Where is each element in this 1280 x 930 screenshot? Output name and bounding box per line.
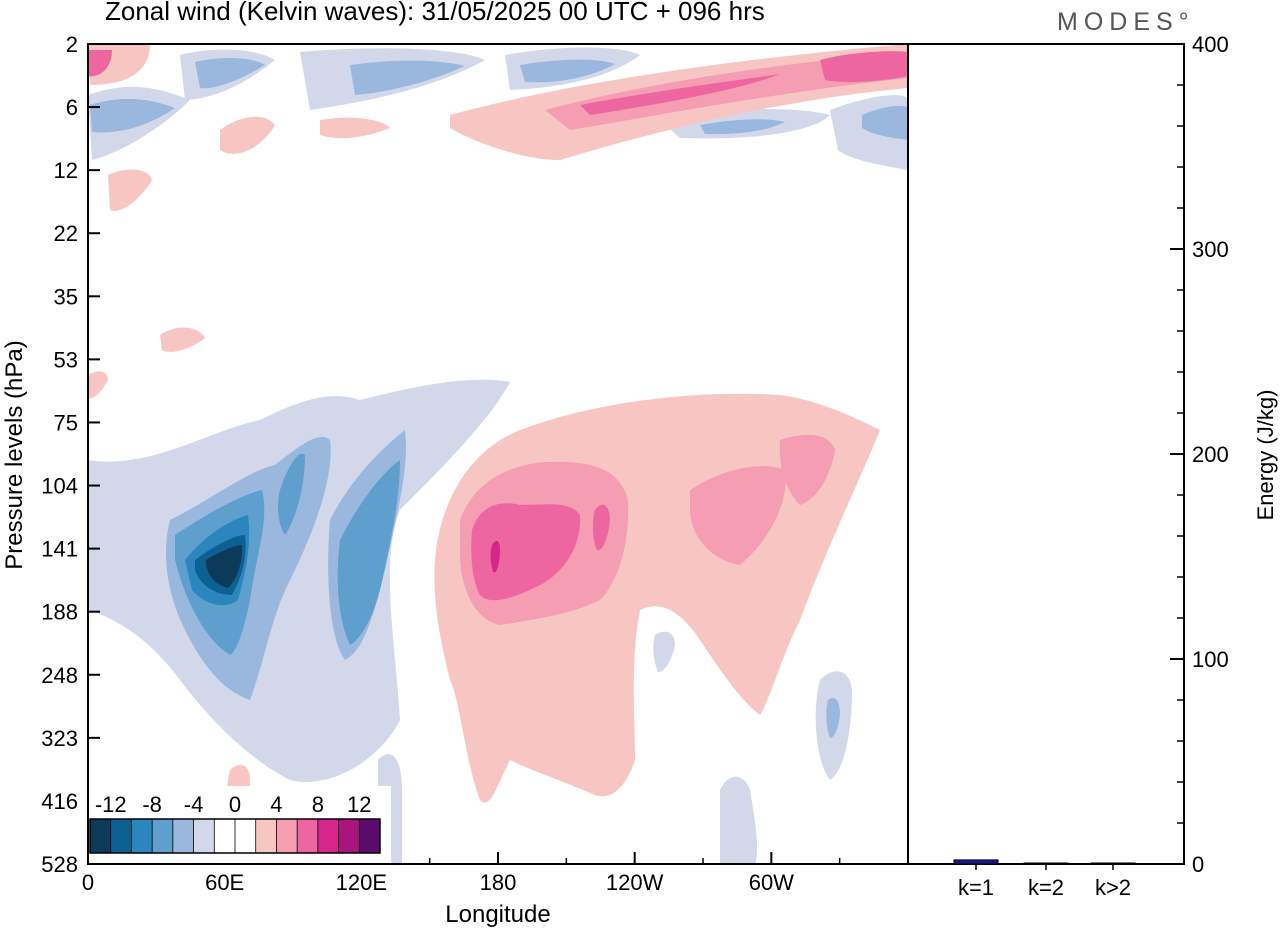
- colorbar-swatch: [276, 819, 298, 853]
- y-tick-label: 22: [54, 221, 78, 246]
- colorbar-swatch: [338, 819, 360, 853]
- y-tick-label: 104: [41, 474, 78, 499]
- y-tick-label: 75: [54, 410, 78, 435]
- energy-tick-label: 200: [1192, 442, 1229, 467]
- y-tick-label: 141: [41, 537, 78, 562]
- colorbar-swatch: [90, 819, 112, 853]
- y-axis: 2 6 12 22 35 53 75 104 141 188 248 323 416 528: [41, 32, 100, 877]
- x-axis-label: Longitude: [445, 901, 550, 928]
- y-tick-label: 12: [54, 158, 78, 183]
- brand-logo: MODES°: [1057, 8, 1195, 36]
- colorbar-swatch: [359, 819, 381, 853]
- energy-category-label: k=1: [958, 875, 994, 900]
- y-tick-label: 416: [41, 789, 78, 814]
- x-tick-label: 0: [82, 870, 94, 895]
- negative-anomaly-tropo: [88, 379, 852, 864]
- colorbar: -12 -8 -4 0 4 8 12: [89, 786, 391, 863]
- energy-bar: [1090, 862, 1136, 865]
- colorbar-swatch: [131, 819, 153, 853]
- y-tick-label: 248: [41, 663, 78, 688]
- positive-anomaly-tropo: [225, 393, 880, 864]
- energy-tick-label: 300: [1192, 237, 1229, 262]
- energy-tick-label: 400: [1192, 32, 1229, 57]
- x-tick-label: 60E: [205, 870, 244, 895]
- energy-category-label: k>2: [1095, 875, 1131, 900]
- colorbar-label: 12: [347, 792, 371, 817]
- energy-panel-frame: [907, 43, 1185, 865]
- y-tick-label: 53: [54, 347, 78, 372]
- y-tick-label: 2: [66, 32, 78, 57]
- x-tick-label: 120E: [336, 870, 387, 895]
- colorbar-swatch: [214, 819, 236, 853]
- colorbar-label: 4: [270, 792, 282, 817]
- energy-bar: [953, 859, 999, 865]
- energy-bars: k=1 k=2 k>2: [953, 859, 1136, 900]
- colorbar-swatch: [152, 819, 174, 853]
- energy-bar: [1023, 862, 1069, 865]
- colorbar-label: -12: [95, 792, 127, 817]
- colorbar-frame: [89, 818, 381, 854]
- positive-anomaly-upper: [88, 44, 908, 399]
- colorbar-swatch: [172, 819, 195, 853]
- energy-category-label: k=2: [1028, 875, 1064, 900]
- energy-axis: 0 100 200 300 400: [1170, 32, 1229, 877]
- kelvin-wave-field: [88, 44, 908, 864]
- colorbar-swatch: [255, 819, 277, 853]
- colorbar-swatch: [317, 819, 340, 853]
- chart-title: Zonal wind (Kelvin waves): 31/05/2025 00…: [105, 0, 765, 26]
- energy-axis-label: Energy (J/kg): [1253, 390, 1278, 521]
- negative-anomaly-upper: [88, 47, 908, 170]
- colorbar-swatch: [193, 819, 215, 853]
- y-tick-label: 323: [41, 726, 78, 751]
- colorbar-swatch: [297, 819, 319, 853]
- colorbar-label: 8: [312, 792, 324, 817]
- x-tick-label: 60W: [749, 870, 794, 895]
- colorbar-label: -8: [142, 792, 162, 817]
- y-tick-label: 528: [41, 852, 78, 877]
- colorbar-swatch: [110, 819, 132, 853]
- x-tick-label: 120W: [606, 870, 664, 895]
- x-tick-label: 180: [480, 870, 517, 895]
- y-tick-label: 6: [66, 95, 78, 120]
- energy-tick-label: 100: [1192, 647, 1229, 672]
- y-axis-label: Pressure levels (hPa): [1, 340, 28, 569]
- colorbar-swatch: [235, 819, 257, 853]
- y-tick-label: 35: [54, 284, 78, 309]
- y-tick-label: 188: [41, 600, 78, 625]
- colorbar-label: 0: [229, 792, 241, 817]
- colorbar-label: -4: [184, 792, 204, 817]
- energy-tick-label: 0: [1192, 852, 1204, 877]
